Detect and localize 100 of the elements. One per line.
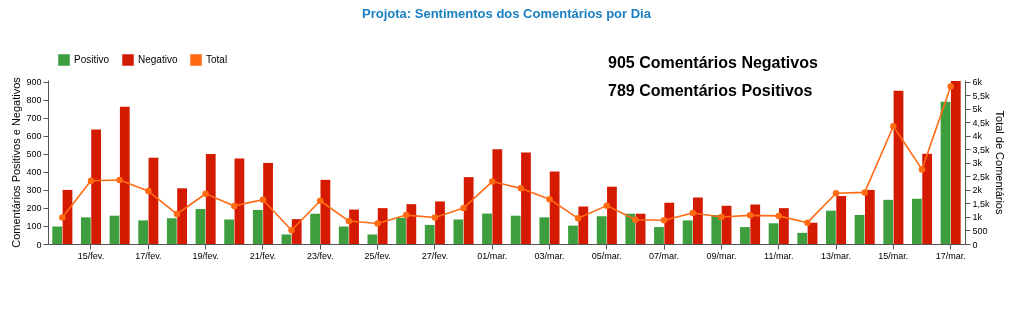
y2-tick-label: 5k xyxy=(972,104,983,115)
y-tick-label: 100 xyxy=(26,221,42,232)
bar xyxy=(463,177,474,244)
bar xyxy=(911,198,922,244)
y-tick-label: 400 xyxy=(26,167,42,178)
bar xyxy=(367,234,378,244)
x-tick-label: 19/fev. xyxy=(192,250,219,261)
point xyxy=(87,177,95,185)
bar xyxy=(138,220,149,244)
bar xyxy=(377,208,388,244)
y2-tick-label: 1k xyxy=(972,212,983,223)
x-tick-label: 13/mar. xyxy=(821,250,852,261)
point xyxy=(460,204,467,212)
bar xyxy=(539,217,550,244)
y2-tick-label: 6k xyxy=(972,77,983,88)
y-tick-label: 600 xyxy=(26,131,42,142)
bar xyxy=(778,208,789,244)
y2-tick-label: 2k xyxy=(972,185,983,196)
bar xyxy=(854,214,865,244)
point xyxy=(861,189,868,196)
y-tick-label: 900 xyxy=(26,77,42,88)
bar xyxy=(435,201,445,244)
point xyxy=(288,226,295,234)
chart-title: Projota: Sentimentos dos Comentários por Dia xyxy=(362,6,652,21)
point xyxy=(173,210,181,218)
y2-tick-label: 3,5k xyxy=(972,144,991,155)
bar xyxy=(424,224,435,244)
x-tick-label: 21/fev. xyxy=(249,250,277,261)
point xyxy=(689,209,697,217)
point xyxy=(202,190,209,197)
bar xyxy=(750,204,761,244)
y2-tick-label: 5,5k xyxy=(972,90,991,101)
bar xyxy=(826,210,836,244)
bar xyxy=(195,209,206,244)
point xyxy=(59,214,66,221)
x-tick-label: 17/fev. xyxy=(135,250,162,261)
x-tick-label: 01/mar. xyxy=(477,250,508,261)
bar xyxy=(654,227,664,244)
y2-tick-label: 0 xyxy=(972,239,978,250)
y-tick-label: 700 xyxy=(26,113,42,124)
x-tick-label: 11/mar. xyxy=(764,250,794,261)
legend-label: Total xyxy=(206,54,228,65)
point xyxy=(746,212,754,219)
y2-axis-title: Total de Comentários xyxy=(993,110,1006,215)
point xyxy=(517,185,525,192)
legend-label: Positivo xyxy=(74,54,110,65)
x-tick-label: 23/fev. xyxy=(307,250,334,261)
bar xyxy=(52,226,63,244)
y-tick-label: 0 xyxy=(36,239,42,250)
bar xyxy=(664,202,675,244)
point xyxy=(775,212,782,220)
bar xyxy=(625,213,636,244)
bar xyxy=(281,234,292,244)
y2-tick-label: 3k xyxy=(972,158,983,169)
bar xyxy=(950,80,961,244)
bar xyxy=(482,213,492,244)
bar xyxy=(883,199,894,244)
bar xyxy=(711,214,722,244)
annotation: 789 Comentários Positivos xyxy=(608,82,813,99)
legend-label: Negativo xyxy=(138,54,178,65)
bar xyxy=(396,217,406,244)
bar xyxy=(693,197,703,244)
x-tick-label: 17/mar. xyxy=(935,250,966,261)
bar xyxy=(940,101,951,244)
point xyxy=(890,122,897,130)
x-tick-label: 15/mar. xyxy=(878,250,909,261)
bar xyxy=(768,223,779,244)
y2-tick-label: 1,5k xyxy=(972,198,991,209)
bar xyxy=(224,219,235,244)
point xyxy=(603,202,611,209)
bar xyxy=(521,152,531,244)
bar xyxy=(177,188,187,244)
y2-tick-label: 4k xyxy=(972,131,983,142)
y-tick-label: 500 xyxy=(26,149,42,160)
bar xyxy=(568,225,578,244)
point xyxy=(231,202,238,210)
bar xyxy=(349,209,359,244)
point xyxy=(116,176,123,184)
x-tick-label: 27/fev. xyxy=(421,250,449,261)
x-tick-label: 05/mar. xyxy=(591,250,622,261)
bar xyxy=(596,216,607,244)
y-tick-label: 800 xyxy=(26,95,42,106)
bar xyxy=(80,217,91,244)
bar xyxy=(740,227,750,244)
point xyxy=(832,189,840,197)
bar xyxy=(205,154,216,244)
bar xyxy=(492,149,503,244)
point xyxy=(488,178,496,185)
y-axis-title: Comentários Positivos e Negativos xyxy=(10,76,23,248)
point xyxy=(918,166,926,173)
bar xyxy=(320,179,331,244)
point xyxy=(804,219,811,226)
bar xyxy=(166,218,177,244)
bar xyxy=(510,215,521,244)
bar xyxy=(578,206,589,244)
bar xyxy=(252,209,263,244)
bar xyxy=(338,226,349,244)
bar xyxy=(893,90,904,244)
x-tick-label: 07/mar. xyxy=(649,250,680,261)
bar xyxy=(797,232,808,244)
